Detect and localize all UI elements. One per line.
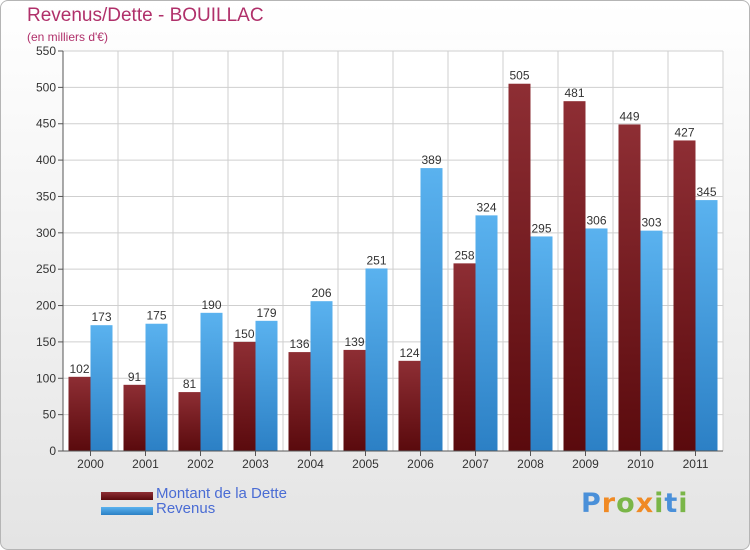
data-label-revenue: 303 [641, 216, 661, 230]
grid-lines [62, 50, 724, 452]
data-label-debt: 139 [344, 335, 364, 349]
bar-revenue [90, 325, 113, 451]
x-tick-label: 2009 [572, 457, 599, 471]
bar-debt [453, 263, 476, 451]
data-label-debt: 427 [674, 125, 694, 139]
x-tick-label: 2001 [132, 457, 159, 471]
bar-debt [673, 140, 696, 452]
x-tick-label: 2006 [407, 457, 434, 471]
chart-subtitle: (en milliers d'€) [27, 30, 108, 44]
data-label-revenue: 306 [586, 213, 606, 227]
data-label-revenue: 179 [256, 306, 276, 320]
bar-debt [343, 349, 366, 451]
data-label-debt: 449 [619, 109, 639, 123]
bar-revenue [475, 215, 498, 451]
data-label-revenue: 295 [531, 221, 551, 235]
data-label-debt: 91 [128, 370, 142, 384]
bar-debt [178, 392, 201, 451]
bar-revenue [530, 236, 553, 451]
x-tick-label: 2004 [297, 457, 324, 471]
bar-debt [618, 124, 641, 452]
proxiti-logo: Proxiti [581, 488, 689, 519]
bar-debt [233, 341, 256, 451]
y-tick-label: 400 [36, 153, 56, 167]
x-tick-label: 2003 [242, 457, 269, 471]
x-tick-label: 2011 [683, 457, 709, 471]
y-tick-label: 500 [36, 80, 56, 94]
bar-revenue [310, 301, 333, 451]
y-tick-label: 0 [49, 444, 56, 458]
x-tick-label: 2000 [77, 457, 104, 471]
y-tick-label: 550 [36, 44, 56, 58]
bar-debt [288, 352, 311, 451]
x-tick-label: 2008 [517, 457, 544, 471]
bar-revenue [145, 323, 168, 451]
bar-debt [68, 376, 91, 451]
legend-label-revenue: Revenus [156, 500, 216, 517]
data-label-debt: 124 [399, 346, 419, 360]
bar-revenue [640, 230, 663, 451]
legend-swatch-revenue [101, 507, 153, 515]
bar-debt [563, 101, 586, 451]
y-tick-label: 300 [36, 226, 56, 240]
bar-debt [123, 384, 146, 451]
y-tick-label: 350 [36, 189, 56, 203]
y-tick-label: 450 [36, 117, 56, 131]
data-label-revenue: 173 [91, 310, 111, 324]
bar-debt [398, 360, 421, 451]
bar-revenue [585, 228, 608, 451]
axes: 0 50 100 150 200 250 300 350 400 450 500 550 2000 200… [36, 44, 723, 471]
data-label-debt: 136 [289, 337, 309, 351]
bar-debt [508, 83, 531, 452]
chart-title: Revenus/Dette - BOUILLAC [27, 5, 264, 26]
x-tick-label: 2005 [352, 457, 379, 471]
data-label-revenue: 324 [476, 200, 496, 214]
data-label-revenue: 175 [146, 309, 166, 323]
data-label-debt: 481 [564, 86, 584, 100]
bar-revenue [365, 268, 388, 451]
y-tick-label: 250 [36, 262, 56, 276]
x-tick-label: 2010 [627, 457, 654, 471]
data-label-revenue: 206 [311, 286, 331, 300]
data-label-debt: 81 [183, 377, 197, 391]
y-tick-label: 200 [36, 299, 56, 313]
bar-revenue [695, 200, 718, 451]
legend-label-debt: Montant de la Dette [156, 485, 287, 502]
x-tick-label: 2002 [187, 457, 214, 471]
x-tick-label: 2007 [462, 457, 489, 471]
data-label-revenue: 389 [421, 153, 441, 167]
legend-swatch-debt [101, 492, 153, 500]
bar-revenue [200, 312, 223, 451]
data-label-revenue: 251 [366, 253, 386, 267]
bar-revenue [255, 320, 278, 451]
data-label-revenue: 190 [201, 298, 221, 312]
data-label-debt: 102 [69, 362, 89, 376]
data-label-debt: 505 [509, 69, 529, 83]
y-tick-label: 50 [43, 408, 57, 422]
data-label-debt: 258 [454, 248, 474, 262]
data-label-revenue: 345 [696, 185, 716, 199]
bar-revenue [420, 168, 443, 451]
y-tick-label: 100 [36, 371, 56, 385]
data-label-debt: 150 [234, 327, 254, 341]
y-tick-label: 150 [36, 335, 56, 349]
bars [68, 83, 718, 452]
